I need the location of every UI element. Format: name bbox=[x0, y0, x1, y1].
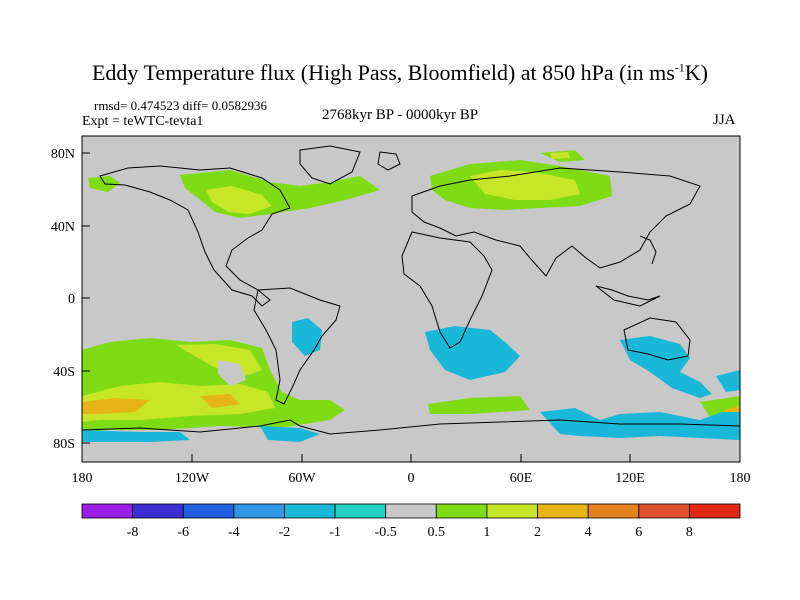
season-label: JJA bbox=[713, 112, 736, 128]
colorbar-swatch bbox=[334, 503, 387, 519]
lat-label: 40S bbox=[53, 365, 75, 380]
field-layer bbox=[82, 145, 740, 442]
period-label: 2768kyr BP - 0000kyr BP bbox=[322, 107, 479, 123]
chart-title: Eddy Temperature flux (High Pass, Bloomf… bbox=[91, 60, 708, 85]
region-cyan-south-america bbox=[82, 318, 322, 442]
colorbar: -8 -6 -4 -2 -1 -0.5 0.5 1 2 4 6 8 bbox=[81, 503, 741, 540]
colorbar-label: 0.5 bbox=[428, 525, 446, 540]
colorbar-swatch bbox=[638, 503, 690, 519]
axis-ticks bbox=[81, 152, 741, 462]
lat-label: 80S bbox=[53, 437, 75, 452]
longitude-labels: 180 120W 60W 0 60E 120E 180 bbox=[72, 471, 751, 486]
colorbar-label: -0.5 bbox=[375, 525, 397, 540]
colorbar-swatch bbox=[587, 503, 640, 519]
region-cyan-australia bbox=[620, 336, 740, 398]
colorbar-label: 2 bbox=[534, 525, 541, 540]
lon-label: 60E bbox=[510, 471, 533, 486]
colorbar-swatch bbox=[486, 503, 538, 519]
experiment-label: Expt = teWTC-tevta1 bbox=[82, 114, 204, 129]
lon-label: 180 bbox=[730, 471, 751, 486]
colorbar-swatch bbox=[182, 503, 235, 519]
colorbar-swatch bbox=[132, 503, 184, 519]
colorbar-swatch bbox=[435, 503, 488, 519]
colorbar-label: 8 bbox=[686, 525, 693, 540]
colorbar-swatch bbox=[81, 503, 134, 519]
lon-label: 120W bbox=[175, 471, 210, 486]
colorbar-label: -8 bbox=[127, 525, 139, 540]
lon-label: 60W bbox=[288, 471, 316, 486]
lat-label: 80N bbox=[51, 147, 75, 162]
region-cyan-south-africa bbox=[425, 326, 740, 440]
colorbar-label: 1 bbox=[483, 525, 490, 540]
colorbar-swatch bbox=[537, 503, 589, 519]
region-gray-hole bbox=[218, 360, 246, 386]
colorbar-swatch bbox=[385, 503, 437, 519]
colorbar-label: 6 bbox=[635, 525, 642, 540]
rmsd-diff-label: rmsd= 0.474523 diff= 0.0582936 bbox=[94, 98, 267, 113]
colorbar-label: 4 bbox=[585, 525, 592, 540]
coastlines bbox=[82, 145, 740, 435]
colorbar-label: -6 bbox=[177, 525, 189, 540]
lat-label: 0 bbox=[68, 292, 75, 307]
region-yellow-eurasia bbox=[470, 152, 580, 200]
colorbar-label: -1 bbox=[329, 525, 341, 540]
colorbar-swatch bbox=[284, 503, 336, 519]
lon-label: 120E bbox=[615, 471, 645, 486]
colorbar-swatch bbox=[233, 503, 285, 519]
latitude-labels: 80N 40N 0 40S 80S bbox=[51, 147, 75, 452]
colorbar-label: -4 bbox=[228, 525, 240, 540]
colorbar-label: -2 bbox=[279, 525, 291, 540]
lat-label: 40N bbox=[51, 220, 75, 235]
colorbar-swatch bbox=[688, 503, 741, 519]
lon-label: 180 bbox=[72, 471, 93, 486]
lon-label: 0 bbox=[408, 471, 415, 486]
region-yellow-north-america bbox=[206, 186, 272, 214]
